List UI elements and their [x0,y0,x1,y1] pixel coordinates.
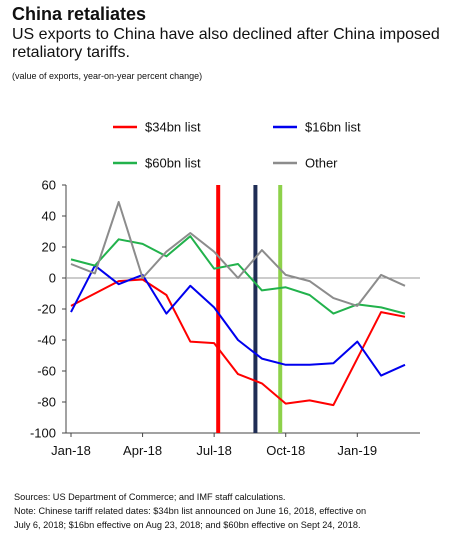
chart-title: China retaliates [12,4,147,24]
chart-units-note: (value of exports, year-on-year percent … [12,71,203,81]
series-line-4 [70,201,406,307]
series-line-1 [70,278,406,407]
y-tick-label: 60 [42,178,56,193]
y-tick-label: 40 [42,209,56,224]
legend-label-1: $34bn list [145,120,201,135]
y-tick-label: -40 [37,333,56,348]
tariff-dates-note-line-2: July 6, 2018; $16bn effective on Aug 23,… [14,520,361,530]
y-tick-label: -80 [37,395,56,410]
chart-subtitle: US exports to China have also declined a… [12,26,440,61]
legend-label-4: Other [305,156,338,171]
y-tick-label: 20 [42,240,56,255]
series-line-3 [70,235,406,315]
legend-label-3: $60bn list [145,156,201,171]
tariff-dates-note-line-1: Note: Chinese tariff related dates: $34b… [14,506,367,516]
legend-label-2: $16bn list [305,120,361,135]
y-tick-label: -60 [37,364,56,379]
x-tick-label: Jul-18 [196,443,231,458]
line-chart: $34bn list $16bn list $60bn list Other -100… [30,120,420,458]
x-tick-label: Jan-19 [337,443,377,458]
y-tick-label: 0 [49,271,56,286]
sources-note: Sources: US Department of Commerce; and … [14,492,286,502]
legend: $34bn list $16bn list $60bn list Other [113,120,361,171]
x-tick-label: Jan-18 [51,443,91,458]
series-line-2 [70,264,406,377]
y-tick-label: -20 [37,302,56,317]
y-tick-label: -100 [30,426,56,441]
plot-area: -100 -80 -60 -40 -20 0 20 40 60 Jan-18 Apr-18 Jul-1… [30,178,420,458]
x-tick-label: Oct-18 [266,443,305,458]
x-tick-label: Apr-18 [123,443,162,458]
footer-notes: Sources: US Department of Commerce; and … [14,490,440,532]
